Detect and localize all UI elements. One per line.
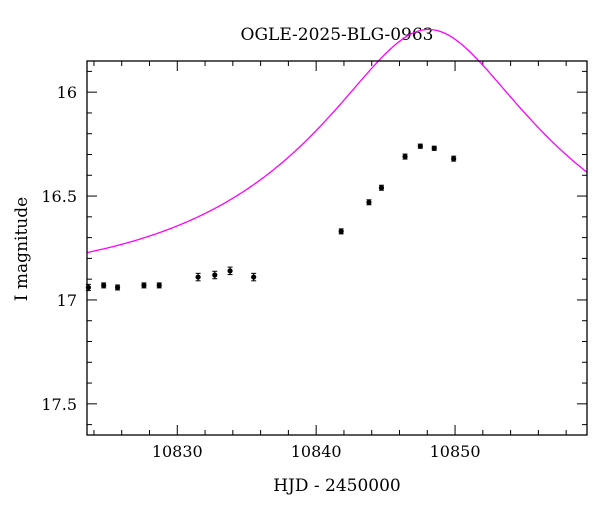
data-point	[417, 143, 423, 149]
model-curve-layer	[86, 28, 588, 254]
data-point	[141, 282, 147, 289]
plot-frame	[86, 60, 588, 436]
data-point	[451, 155, 457, 162]
y-tick-label: 17.5	[41, 395, 77, 414]
data-point	[227, 266, 233, 276]
data-point	[338, 228, 344, 235]
axis-ticks: 10830 10840 10850 16 16.5 17 17.5	[41, 61, 587, 461]
point-marker	[417, 143, 423, 149]
point-marker	[338, 228, 344, 234]
y-axis-label: I magnitude	[12, 197, 32, 301]
point-marker	[195, 274, 201, 280]
data-point	[212, 270, 218, 280]
point-marker	[156, 282, 162, 288]
y-tick-label: 16.5	[41, 187, 77, 206]
x-tick-label: 10830	[152, 442, 203, 461]
point-marker	[114, 284, 121, 291]
point-marker	[101, 282, 107, 288]
point-marker	[212, 272, 218, 278]
point-marker	[251, 274, 257, 280]
point-marker	[431, 145, 437, 151]
data-point	[156, 282, 162, 289]
data-point	[366, 199, 372, 206]
data-point	[195, 272, 201, 282]
chart-title: OGLE-2025-BLG-0963	[241, 25, 434, 45]
x-tick-label: 10850	[430, 442, 481, 461]
point-marker	[227, 268, 233, 274]
point-marker	[366, 199, 372, 205]
data-point	[251, 272, 257, 282]
x-axis-label: HJD - 2450000	[273, 476, 401, 496]
point-marker	[141, 282, 147, 288]
y-tick-label: 17	[57, 291, 77, 310]
x-tick-label: 10840	[291, 442, 342, 461]
point-marker	[378, 185, 385, 191]
point-marker	[451, 156, 457, 162]
data-point	[402, 153, 408, 160]
data-point	[101, 282, 107, 289]
point-marker	[402, 153, 408, 160]
data-point	[378, 184, 385, 191]
model-curve-line	[86, 28, 588, 254]
data-point	[114, 284, 121, 291]
data-point	[431, 145, 437, 151]
data-points-layer	[85, 143, 457, 292]
y-tick-label: 16	[57, 83, 77, 102]
